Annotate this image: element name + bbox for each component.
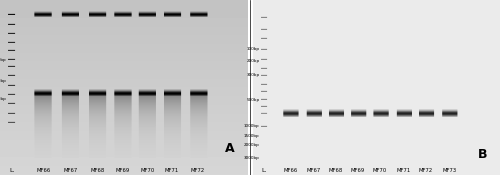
Text: 3000bp: 3000bp <box>0 97 6 101</box>
Text: MF70: MF70 <box>373 168 387 173</box>
Text: MF72: MF72 <box>191 168 205 173</box>
Text: MF71: MF71 <box>396 168 410 173</box>
Text: 300bp: 300bp <box>246 73 260 77</box>
Text: 1000bp: 1000bp <box>0 58 6 62</box>
Text: L.: L. <box>262 168 267 173</box>
Text: MF68: MF68 <box>90 168 105 173</box>
Text: L.: L. <box>9 168 15 173</box>
Text: 200bp: 200bp <box>246 59 260 63</box>
Text: 1000bp: 1000bp <box>244 124 260 128</box>
Text: MF68: MF68 <box>328 168 342 173</box>
Text: MF72: MF72 <box>418 168 433 173</box>
Text: 100bp: 100bp <box>246 47 260 51</box>
Text: MF71: MF71 <box>165 168 179 173</box>
Text: 2000bp: 2000bp <box>0 79 6 83</box>
Text: 500bp: 500bp <box>246 98 260 102</box>
Text: MF69: MF69 <box>116 168 130 173</box>
Text: 2000bp: 2000bp <box>244 143 260 147</box>
Text: B: B <box>478 148 488 160</box>
Text: MF66: MF66 <box>36 168 51 173</box>
Text: MF66: MF66 <box>284 168 298 173</box>
Text: MF67: MF67 <box>64 168 78 173</box>
Text: MF73: MF73 <box>442 168 456 173</box>
Text: MF67: MF67 <box>306 168 320 173</box>
Text: A: A <box>226 142 235 155</box>
Text: MF69: MF69 <box>350 168 365 173</box>
Text: 1500bp: 1500bp <box>244 135 260 138</box>
Text: 3000bp: 3000bp <box>244 156 260 159</box>
Text: MF70: MF70 <box>140 168 154 173</box>
